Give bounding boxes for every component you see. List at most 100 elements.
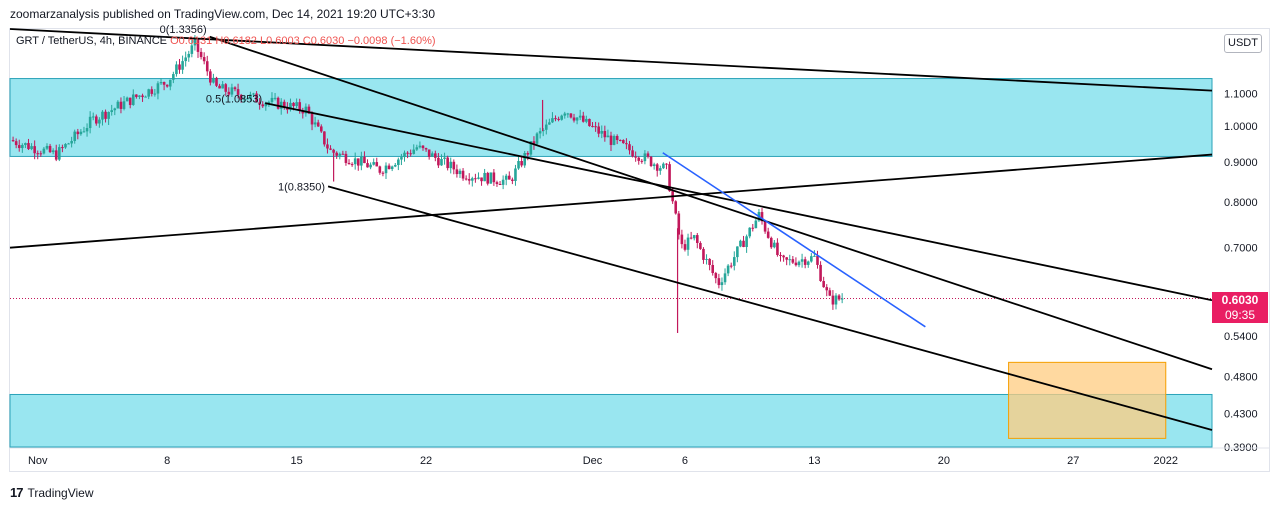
time-tick-label: 2022 [1154,455,1178,467]
candle-body [612,136,616,145]
candle-body [98,119,101,124]
candle-body [187,53,191,58]
candle-body [711,264,715,274]
candle-body [591,126,594,128]
candle-body [202,57,206,62]
tradingview-logo[interactable]: 17 TradingView [10,485,94,500]
candle-body [215,77,218,86]
candle-body [326,144,329,149]
candle-body [566,113,570,115]
candle-body [646,153,650,157]
candle-body [489,172,493,184]
candle-body [239,94,243,100]
candle-body [782,255,785,258]
time-tick-label: 27 [1067,455,1079,467]
candle-body [14,141,18,146]
trendline-4 [265,102,1213,302]
candle-body [631,150,634,157]
candle-body [178,64,181,70]
candle-body [769,237,773,248]
candle-body [800,259,804,262]
price-tick-label: 1.0000 [1224,121,1258,133]
candle-body [48,145,52,153]
candle-body [381,172,385,174]
candle-body [831,295,835,305]
candle-body [720,282,724,286]
candle-body [378,166,382,173]
candle-body [230,87,234,95]
candle-body [125,97,129,102]
candle-body [236,89,240,95]
tradingview-brand: TradingView [27,485,94,500]
ohlc-values: O0.6131 H0.6182 L0.6003 C0.6030 −0.0098 … [170,35,436,47]
candle-body [495,182,499,185]
candle-body [760,212,764,222]
candle-body [492,172,496,183]
time-axis[interactable]: Nov 8 15 22 Dec 6 13 20 27 2022 [9,447,1270,467]
candle-body [825,287,829,291]
candle-body [119,101,123,109]
candle-body [594,126,597,128]
candle-body [128,97,132,105]
candle-body [773,242,776,248]
candle-body [504,175,508,180]
candle-body [131,94,135,105]
candle-body [668,164,671,192]
candle-body [403,152,406,158]
candle-body [541,129,545,132]
trendline-6 [662,152,926,328]
candle-body [776,242,779,256]
candle-body [393,165,397,167]
candle-body [662,163,665,169]
candle-body [168,79,172,87]
time-tick-label: 13 [808,455,820,467]
candle-body [554,118,557,120]
candle-body [249,94,252,99]
candle-body [655,164,659,171]
candle-body [153,93,157,95]
candle-body [267,101,271,104]
candle-body [335,152,338,156]
candle-body [409,153,412,155]
currency-badge[interactable]: USDT [1224,34,1262,53]
candle-body [523,153,527,166]
candle-body [310,113,314,125]
candle-body [532,141,536,144]
chart-frame [9,28,1270,472]
price-tick-label: 1.1000 [1224,89,1258,101]
candle-body [141,95,144,98]
candle-body [366,163,369,168]
candle-body [270,97,274,102]
trendline-1 [9,28,1213,92]
candle-body [279,101,283,109]
candle-body [822,281,825,288]
candle-body [640,160,644,162]
candle-countdown: 09:35 [1224,308,1256,322]
candle-body [486,172,490,184]
candle-body [732,257,736,266]
candle-body [199,51,203,58]
candle-body [242,98,246,100]
candle-body [695,235,699,243]
candle-body [76,131,80,135]
candle-body [618,139,622,141]
candle-body [628,144,631,151]
candle-body [464,178,468,180]
last-price-value: 0.6030 [1221,293,1259,307]
candle-body [529,141,533,155]
candle-body [341,153,345,155]
candle-body [212,77,215,83]
candle-body [218,85,221,89]
candle-body [356,158,360,166]
candle-body [443,157,446,159]
candle-body [264,103,268,107]
candle-body [329,148,332,150]
target-zone [1008,361,1167,439]
candle-body [45,145,49,149]
price-axis[interactable]: 1.1000 1.0000 0.9000 0.8000 0.7000 0.5400 0.48… [1224,89,1258,454]
candle-body [723,273,727,283]
candle-body [803,259,807,265]
candle-body [828,290,832,296]
candle-body [440,158,443,166]
